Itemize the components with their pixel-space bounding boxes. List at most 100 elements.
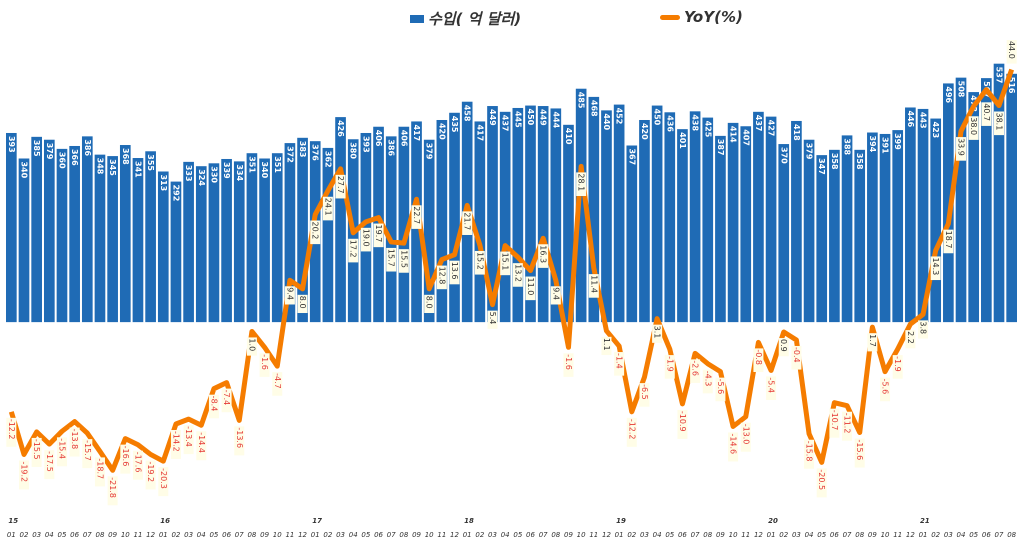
x-tick-month: 09: [260, 531, 269, 539]
yoy-value-label: -15.8: [805, 441, 814, 462]
yoy-label-bg: [563, 353, 574, 377]
yoy-label-bg: [436, 265, 447, 290]
yoy-value-label: -0.4: [792, 347, 801, 363]
bar: [550, 108, 562, 323]
yoy-value-label: -20.3: [159, 468, 168, 489]
yoy-label-bg: [18, 460, 29, 490]
bar: [588, 96, 600, 323]
bar-value-label: 417: [412, 124, 421, 141]
yoy-value-label: -2.6: [691, 360, 700, 376]
bar: [867, 132, 878, 323]
yoy-value-label: -1.4: [615, 353, 624, 369]
yoy-label-bg: [196, 431, 207, 461]
bar-value-label: 444: [551, 111, 560, 128]
yoy-value-label: 38.0: [969, 117, 978, 135]
x-tick-month: 05: [969, 531, 978, 539]
yoy-value-label: -17.5: [45, 451, 54, 472]
x-tick-month: 08: [855, 531, 864, 539]
x-tick-month: 06: [830, 531, 839, 539]
yoy-value-label: -1.6: [564, 354, 573, 370]
bar-value-label: 406: [399, 130, 408, 147]
yoy-label-bg: [297, 294, 308, 314]
yoy-label-bg: [601, 336, 612, 356]
yoy-label-bg: [221, 388, 232, 413]
x-tick-month: 08: [399, 531, 408, 539]
bar: [651, 105, 663, 323]
yoy-label-bg: [386, 247, 397, 272]
bar-value-label: 379: [45, 143, 54, 160]
yoy-label-bg: [234, 426, 245, 456]
yoy-value-label: 15.2: [475, 252, 484, 270]
yoy-label-bg: [259, 353, 270, 377]
bar-value-label: 438: [691, 114, 700, 131]
bar-value-label: 380: [349, 142, 358, 159]
legend-line-swatch: [660, 14, 680, 20]
yoy-label-bg: [487, 310, 498, 329]
bar-value-label: 445: [513, 111, 522, 128]
bar-value-label: 449: [539, 109, 548, 126]
bar: [259, 158, 270, 323]
x-tick-month: 02: [323, 531, 332, 539]
bar: [170, 181, 182, 323]
yoy-value-label: 8.0: [425, 296, 434, 309]
bar: [271, 153, 283, 323]
yoy-value-label: 0.9: [779, 339, 788, 352]
x-tick-month: 08: [703, 531, 712, 539]
x-tick-month: 03: [488, 531, 497, 539]
x-tick-month: 05: [58, 531, 67, 539]
bar: [740, 126, 752, 323]
bar: [385, 136, 397, 323]
bar-value-label: 292: [171, 185, 180, 202]
x-tick-month: 02: [779, 531, 788, 539]
yoy-label-bg: [512, 263, 523, 287]
bar: [601, 110, 612, 323]
bar: [626, 145, 638, 323]
bar-value-label: 372: [285, 146, 294, 163]
yoy-value-label: -16.6: [121, 446, 130, 467]
bar: [208, 163, 220, 323]
yoy-label-bg: [829, 408, 840, 438]
bar-value-label: 385: [32, 140, 41, 157]
bar-value-label: 348: [95, 158, 104, 175]
yoy-value-label: -12.2: [627, 419, 636, 440]
yoy-label-bg: [373, 223, 384, 248]
x-tick-year: 15: [8, 517, 18, 525]
x-tick-month: 04: [197, 531, 206, 539]
x-tick-month: 11: [285, 531, 294, 539]
yoy-label-bg: [626, 417, 637, 447]
bar-value-label: 388: [843, 138, 852, 155]
yoy-value-label: 1.1: [602, 338, 611, 351]
bar-value-label: 399: [893, 133, 902, 150]
x-tick-month: 02: [627, 531, 636, 539]
bar-value-label: 351: [247, 156, 256, 173]
yoy-value-label: 20.2: [311, 222, 320, 240]
x-tick-month: 07: [843, 531, 852, 539]
bar-value-label: 358: [830, 153, 839, 170]
x-tick-month: 09: [108, 531, 117, 539]
bar-value-label: 443: [919, 112, 928, 129]
bar: [791, 120, 802, 323]
bar-value-label: 330: [209, 166, 218, 183]
bar-value-label: 436: [665, 115, 674, 132]
yoy-label-bg: [208, 394, 219, 419]
x-tick-month: 07: [539, 531, 548, 539]
x-tick-month: 07: [691, 531, 700, 539]
yoy-label-bg: [652, 324, 663, 343]
yoy-label-bg: [930, 256, 941, 281]
yoy-value-label: 15.1: [501, 253, 510, 271]
bar-value-label: 366: [70, 149, 79, 166]
yoy-label-bg: [525, 276, 536, 301]
yoy-label-bg: [981, 102, 992, 126]
yoy-value-label: 19.7: [374, 225, 383, 243]
x-tick-month: 07: [387, 531, 396, 539]
bar-value-label: 376: [311, 144, 320, 161]
bar: [145, 151, 156, 323]
bar: [43, 139, 55, 323]
yoy-value-label: -11.2: [843, 413, 852, 434]
yoy-value-label: 40.7: [982, 103, 991, 121]
yoy-value-label: -13.4: [184, 426, 193, 447]
yoy-value-label: 13.2: [513, 264, 522, 282]
x-tick-month: 07: [235, 531, 244, 539]
yoy-value-label: -20.5: [817, 469, 826, 490]
bar-value-label: 418: [792, 124, 801, 141]
